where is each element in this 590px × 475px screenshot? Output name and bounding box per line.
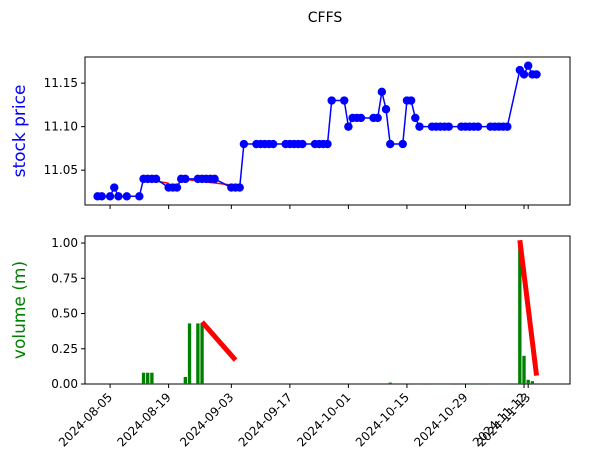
price-point bbox=[135, 192, 144, 201]
volume-bar bbox=[141, 372, 146, 384]
price-point bbox=[406, 96, 416, 105]
volume-bar bbox=[196, 323, 200, 384]
price-point bbox=[373, 113, 382, 123]
price-line bbox=[97, 63, 537, 198]
x-tick-label: 2024-08-05 bbox=[56, 390, 115, 449]
volume-bars bbox=[141, 243, 535, 385]
price-point bbox=[114, 192, 123, 201]
x-tick-label: 2024-10-01 bbox=[294, 390, 353, 449]
volume-bar bbox=[530, 381, 535, 384]
price-point bbox=[298, 139, 307, 149]
price-x-ticks bbox=[109, 205, 529, 209]
price-point bbox=[323, 139, 332, 149]
price-point bbox=[381, 105, 391, 114]
x-tick-label: 2024-08-19 bbox=[115, 390, 174, 449]
price-y-tick-label: 11.15 bbox=[44, 76, 78, 90]
volume-bar bbox=[497, 383, 501, 385]
volume-panel: 0.00 0.25 0.50 0.75 1.00 2024-08-05 2024-08-1… bbox=[10, 235, 571, 449]
volume-bar bbox=[438, 383, 443, 385]
volume-bar bbox=[430, 383, 434, 385]
price-point bbox=[411, 113, 420, 123]
volume-bar bbox=[388, 382, 392, 384]
price-point bbox=[519, 70, 529, 79]
chart-title: CFFS bbox=[308, 10, 343, 26]
price-y-tick-label: 11.05 bbox=[44, 163, 78, 177]
price-point bbox=[356, 113, 366, 123]
volume-bar bbox=[488, 383, 493, 385]
price-point bbox=[340, 96, 349, 105]
x-tick-label: 2024-09-17 bbox=[236, 390, 295, 449]
volume-bar bbox=[522, 355, 526, 384]
volume-trend-lines bbox=[200, 239, 540, 376]
volume-bar bbox=[183, 376, 188, 384]
volume-bar bbox=[505, 383, 509, 385]
volume-bar bbox=[463, 383, 468, 385]
price-point bbox=[105, 192, 115, 201]
volume-y-tick-label: 1.00 bbox=[51, 236, 78, 250]
volume-y-tick-label: 0.75 bbox=[51, 271, 78, 285]
volume-bar bbox=[518, 243, 522, 384]
x-tick-label: 2024-11-13 bbox=[474, 390, 533, 449]
price-point bbox=[268, 139, 278, 149]
price-point bbox=[239, 139, 249, 149]
price-point bbox=[181, 174, 190, 184]
price-point bbox=[122, 192, 132, 201]
price-point bbox=[415, 122, 424, 131]
volume-bar bbox=[417, 383, 422, 385]
volume-bar bbox=[472, 383, 476, 385]
x-tick-label: 2024-10-15 bbox=[353, 390, 412, 449]
price-point bbox=[377, 87, 387, 97]
price-axes-frame bbox=[84, 56, 571, 206]
price-point bbox=[97, 192, 106, 201]
price-point bbox=[344, 122, 353, 131]
volume-bar bbox=[146, 372, 150, 384]
volume-y-ticks: 0.00 0.25 0.50 0.75 1.00 bbox=[51, 236, 85, 391]
volume-bar bbox=[413, 383, 417, 385]
x-tick-label: 2024-10-29 bbox=[411, 390, 470, 449]
volume-trend-line bbox=[200, 320, 238, 362]
price-y-ticks: 11.05 11.10 11.15 bbox=[44, 76, 85, 177]
price-point bbox=[444, 122, 453, 131]
volume-bar bbox=[187, 323, 192, 384]
x-tick-label: 2024-09-03 bbox=[177, 390, 236, 449]
price-point bbox=[386, 139, 395, 149]
volume-bar bbox=[200, 323, 204, 384]
volume-bar bbox=[493, 383, 497, 385]
volume-bar bbox=[526, 379, 530, 384]
volume-y-tick-label: 0.00 bbox=[51, 377, 78, 391]
volume-x-ticks: 2024-08-05 2024-08-19 2024-09-03 2024-09-17… bbox=[56, 384, 533, 449]
price-point bbox=[327, 96, 336, 105]
price-point bbox=[398, 139, 407, 149]
price-y-tick-label: 11.10 bbox=[44, 120, 78, 134]
price-points bbox=[93, 61, 541, 201]
price-point bbox=[172, 183, 182, 192]
price-y-label: stock price bbox=[10, 85, 30, 178]
price-point bbox=[151, 174, 161, 184]
volume-bar bbox=[434, 383, 438, 385]
volume-y-tick-label: 0.50 bbox=[51, 307, 78, 321]
volume-axes-frame bbox=[84, 235, 571, 385]
price-point bbox=[473, 122, 483, 131]
volume-bar bbox=[467, 383, 472, 385]
price-point bbox=[503, 122, 512, 131]
price-point bbox=[523, 61, 533, 70]
volume-bar bbox=[442, 383, 447, 385]
price-point bbox=[532, 70, 541, 79]
volume-trend-line bbox=[517, 239, 540, 376]
volume-bar bbox=[501, 383, 505, 385]
price-point bbox=[235, 183, 244, 192]
volume-bar bbox=[447, 383, 451, 385]
price-panel: 11.05 11.10 11.15 stock price bbox=[10, 56, 571, 209]
volume-bar bbox=[476, 383, 480, 385]
price-point bbox=[110, 183, 119, 192]
price-point bbox=[210, 174, 219, 184]
volume-bar bbox=[150, 372, 154, 384]
volume-y-label: volume (m) bbox=[10, 261, 30, 359]
volume-bar bbox=[459, 383, 463, 385]
volume-y-tick-label: 0.25 bbox=[51, 342, 78, 356]
